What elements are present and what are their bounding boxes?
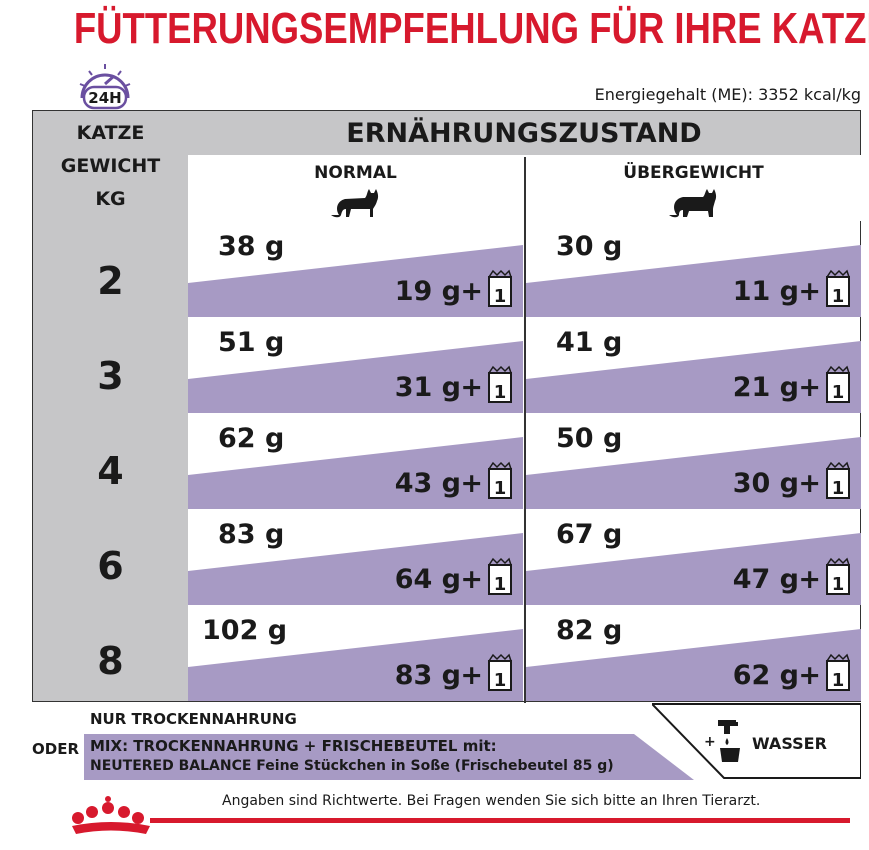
legend-or: ODER — [32, 740, 79, 758]
plus-sign: + — [798, 468, 821, 499]
mix-amount: 21 g — [732, 372, 799, 403]
weight-value: 8 — [97, 639, 124, 683]
pouch-icon: 1 — [826, 461, 850, 499]
overweight-cell: 30 g 11 g + 1 — [526, 223, 861, 317]
water-box: + WASSER — [652, 702, 861, 780]
overweight-header: ÜBERGEWICHT — [526, 155, 861, 221]
pouch-count: 1 — [832, 574, 845, 595]
pouch-icon: 1 — [488, 557, 512, 595]
overweight-cell: 82 g 62 g + 1 — [526, 607, 861, 701]
pouch-icon: 1 — [826, 365, 850, 403]
pouch-count: 1 — [494, 478, 507, 499]
pouch-count: 1 — [832, 670, 845, 691]
energy-content: Energiegehalt (ME): 3352 kcal/kg — [594, 85, 861, 104]
legend-mix-line1: MIX: TROCKENNAHRUNG + FRISCHEBEUTEL mit: — [90, 737, 497, 755]
dry-amount: 50 g — [556, 423, 623, 454]
column-divider — [524, 157, 526, 703]
overweight-cell: 67 g 47 g + 1 — [526, 511, 861, 605]
mix-amount: 31 g — [394, 372, 461, 403]
page-title: FÜTTERUNGSEMPFEHLUNG FÜR IHRE KATZE — [73, 4, 869, 53]
pouch-count: 1 — [494, 286, 507, 307]
mix-amount: 64 g — [394, 564, 461, 595]
footer-note: Angaben sind Richtwerte. Bei Fragen wend… — [222, 793, 761, 809]
weight-header: KATZE GEWICHT KG — [33, 111, 188, 221]
mix-amount: 47 g — [732, 564, 799, 595]
plus-sign: + — [798, 564, 821, 595]
cat-overweight-icon — [668, 189, 716, 218]
weight-header-line1: KATZE — [76, 121, 145, 144]
mix-amount: 43 g — [394, 468, 461, 499]
royal-canin-crown-logo — [72, 796, 150, 834]
dry-amount: 82 g — [556, 615, 623, 646]
mix-amount: 11 g — [732, 276, 799, 307]
footer-red-line — [150, 818, 850, 823]
overweight-label: ÜBERGEWICHT — [623, 163, 764, 183]
mix-amount: 19 g — [394, 276, 461, 307]
dry-amount: 62 g — [218, 423, 285, 454]
legend-dry-only: NUR TROCKENNAHRUNG — [90, 710, 297, 728]
pouch-count: 1 — [832, 286, 845, 307]
dry-amount: 41 g — [556, 327, 623, 358]
pouch-count: 1 — [494, 574, 507, 595]
legend-mix: MIX: TROCKENNAHRUNG + FRISCHEBEUTEL mit:… — [84, 734, 694, 780]
pouch-count: 1 — [494, 382, 507, 403]
overweight-cell: 50 g 30 g + 1 — [526, 415, 861, 509]
plus-sign: + — [460, 276, 483, 307]
water-bowl-icon — [718, 720, 740, 762]
plus-sign: + — [460, 468, 483, 499]
plus-sign: + — [798, 276, 821, 307]
pouch-icon: 1 — [488, 365, 512, 403]
weight-header-line3: KG — [95, 187, 126, 210]
dry-amount: 83 g — [218, 519, 285, 550]
pouch-count: 1 — [832, 382, 845, 403]
weight-column-band — [33, 111, 188, 701]
condition-header: ERNÄHRUNGSZUSTAND — [346, 117, 702, 149]
pouch-icon: 1 — [488, 461, 512, 499]
dry-amount: 38 g — [218, 231, 285, 262]
dry-amount: 51 g — [218, 327, 285, 358]
normal-cell: 62 g 43 g + 1 — [188, 415, 523, 509]
clock-24h-icon: 24H — [79, 64, 131, 110]
normal-cell: 38 g 19 g + 1 — [188, 223, 523, 317]
water-label: WASSER — [752, 734, 827, 753]
pouch-icon: 1 — [826, 269, 850, 307]
overweight-cell: 41 g 21 g + 1 — [526, 319, 861, 413]
plus-sign: + — [460, 372, 483, 403]
mix-amount: 30 g — [732, 468, 799, 499]
feeding-table: KATZE GEWICHT KG ERNÄHRUNGSZUSTAND NORMA… — [32, 110, 861, 703]
normal-cell: 83 g 64 g + 1 — [188, 511, 523, 605]
pouch-count: 1 — [494, 670, 507, 691]
dry-amount: 102 g — [202, 615, 288, 646]
weight-value: 3 — [97, 354, 124, 398]
dry-amount: 30 g — [556, 231, 623, 262]
plus-sign: + — [798, 372, 821, 403]
dry-amount: 67 g — [556, 519, 623, 550]
plus-sign: + — [460, 660, 483, 691]
normal-cell: 102 g 83 g + 1 — [188, 607, 523, 701]
weight-header-line2: GEWICHT — [60, 154, 161, 177]
normal-header: NORMAL — [188, 155, 523, 221]
plus-sign: + — [798, 660, 821, 691]
normal-label: NORMAL — [314, 163, 397, 183]
plus-sign: + — [460, 564, 483, 595]
pouch-icon: 1 — [488, 653, 512, 691]
mix-amount: 83 g — [394, 660, 461, 691]
pouch-count: 1 — [832, 478, 845, 499]
badge-24h: 24H — [88, 89, 121, 107]
pouch-icon: 1 — [488, 269, 512, 307]
normal-cell: 51 g 31 g + 1 — [188, 319, 523, 413]
legend-mix-line2: NEUTERED BALANCE Feine Stückchen in Soße… — [90, 758, 614, 774]
mix-amount: 62 g — [732, 660, 799, 691]
weight-value: 6 — [97, 544, 124, 588]
pouch-icon: 1 — [826, 653, 850, 691]
pouch-icon: 1 — [826, 557, 850, 595]
weight-value: 2 — [97, 259, 124, 303]
water-plus: + — [704, 734, 716, 750]
weight-value: 4 — [97, 449, 124, 493]
cat-normal-icon — [330, 189, 378, 218]
